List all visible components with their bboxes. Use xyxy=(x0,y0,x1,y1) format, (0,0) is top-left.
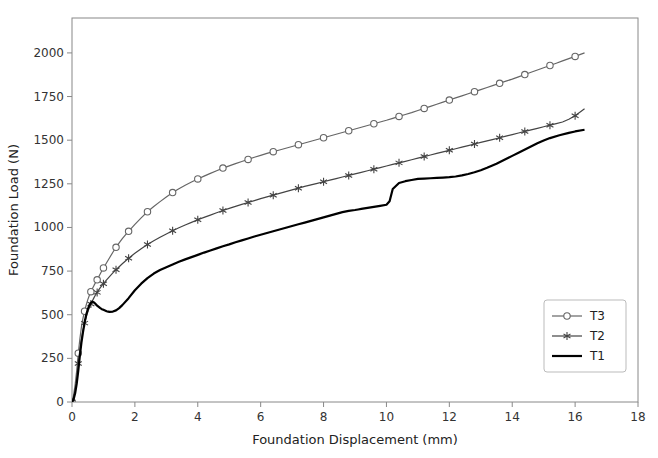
marker xyxy=(521,127,528,135)
x-tick-label: 14 xyxy=(505,410,520,424)
marker xyxy=(195,176,201,182)
y-tick-label: 0 xyxy=(56,395,64,409)
marker xyxy=(144,241,151,249)
y-tick xyxy=(67,358,72,359)
y-tick xyxy=(67,140,72,141)
legend-label: T1 xyxy=(589,349,605,363)
x-tick xyxy=(260,402,261,407)
y-tick xyxy=(67,96,72,97)
marker xyxy=(446,97,452,103)
y-tick-label: 500 xyxy=(41,308,64,322)
legend-swatch xyxy=(552,355,582,357)
marker xyxy=(471,88,477,94)
marker xyxy=(169,189,175,195)
y-tick xyxy=(67,183,72,184)
marker xyxy=(94,288,101,296)
x-tick-label: 0 xyxy=(68,410,76,424)
plot-frame xyxy=(72,18,638,402)
legend: T3 T2 T1 xyxy=(544,300,626,372)
marker xyxy=(100,280,107,288)
marker xyxy=(522,71,528,77)
marker xyxy=(371,121,377,127)
legend-marker xyxy=(564,332,571,340)
series-line xyxy=(72,53,585,402)
y-tick xyxy=(67,227,72,228)
x-tick xyxy=(134,402,135,407)
series-group xyxy=(72,53,585,402)
x-tick xyxy=(72,402,73,407)
marker xyxy=(125,254,132,262)
x-tick xyxy=(323,402,324,407)
marker xyxy=(245,198,252,206)
marker xyxy=(100,265,106,271)
y-tick-label: 2000 xyxy=(33,46,64,60)
chart: 0 2 4 6 8 10 12 14 16 18 0 250 500 750 1000 1250 1500 175… xyxy=(0,0,658,458)
y-tick-label: 1000 xyxy=(33,220,64,234)
marker xyxy=(194,216,201,224)
x-tick xyxy=(575,402,576,407)
marker xyxy=(496,80,502,86)
marker xyxy=(396,159,403,167)
marker xyxy=(94,277,100,283)
marker xyxy=(396,113,402,119)
marker xyxy=(113,244,119,250)
x-tick xyxy=(197,402,198,407)
marker xyxy=(547,62,553,68)
x-tick-label: 8 xyxy=(320,410,328,424)
series-line xyxy=(72,130,585,402)
y-tick-label: 1500 xyxy=(33,133,64,147)
marker xyxy=(220,165,226,171)
marker xyxy=(295,184,302,192)
marker xyxy=(320,178,327,186)
x-tick xyxy=(512,402,513,407)
marker xyxy=(245,156,251,162)
series-line xyxy=(72,109,585,402)
x-tick-label: 18 xyxy=(630,410,645,424)
marker xyxy=(370,165,377,173)
marker xyxy=(169,227,176,235)
marker xyxy=(219,207,226,215)
x-tick-label: 16 xyxy=(567,410,582,424)
x-tick-label: 12 xyxy=(442,410,457,424)
marker xyxy=(320,135,326,141)
marker xyxy=(421,153,428,161)
marker xyxy=(572,53,578,59)
x-tick-label: 2 xyxy=(131,410,139,424)
marker xyxy=(113,266,120,274)
x-axis-label: Foundation Displacement (mm) xyxy=(252,432,458,447)
y-tick xyxy=(67,52,72,53)
y-tick xyxy=(67,271,72,272)
marker xyxy=(270,149,276,155)
y-tick-label: 750 xyxy=(41,264,64,278)
marker xyxy=(572,112,579,120)
x-tick-label: 10 xyxy=(379,410,394,424)
y-tick-label: 1750 xyxy=(33,90,64,104)
marker xyxy=(446,146,453,154)
x-tick-label: 6 xyxy=(257,410,265,424)
y-tick xyxy=(67,314,72,315)
x-tick xyxy=(386,402,387,407)
marker xyxy=(270,191,277,199)
marker xyxy=(295,142,301,148)
legend-box xyxy=(544,300,626,372)
legend-marker xyxy=(564,313,570,319)
marker xyxy=(471,140,478,148)
x-tick-label: 4 xyxy=(194,410,202,424)
legend-label: T2 xyxy=(589,329,605,343)
marker xyxy=(346,128,352,134)
y-tick-label: 250 xyxy=(41,351,64,365)
marker xyxy=(546,121,553,129)
x-tick xyxy=(449,402,450,407)
marker xyxy=(421,105,427,111)
marker xyxy=(125,228,131,234)
y-axis-label: Foundation Load (N) xyxy=(6,144,21,276)
marker xyxy=(144,209,150,215)
legend-label: T3 xyxy=(589,309,605,323)
marker xyxy=(345,171,352,179)
x-tick xyxy=(638,402,639,407)
y-tick-label: 1250 xyxy=(33,177,64,191)
y-tick xyxy=(67,402,72,403)
marker xyxy=(496,134,503,142)
marker xyxy=(88,288,94,294)
